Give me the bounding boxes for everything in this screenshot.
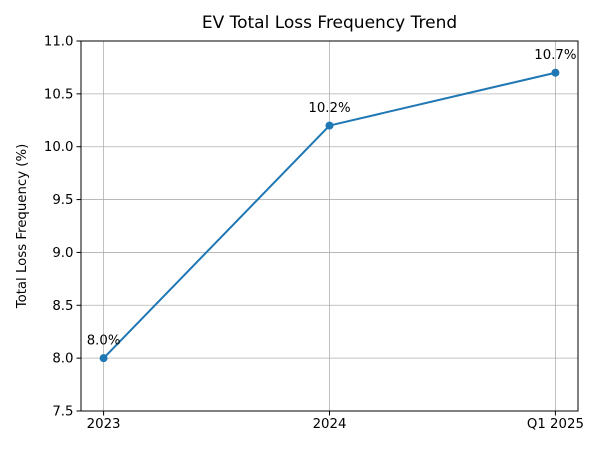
data-series-layer xyxy=(99,68,560,363)
y-tick-label: 9.0 xyxy=(52,246,73,261)
data-point-label: 10.2% xyxy=(308,101,350,116)
y-tick-label: 10.5 xyxy=(44,87,74,102)
x-tick-label: 2024 xyxy=(313,417,347,432)
data-point-marker xyxy=(551,68,560,77)
data-point-label: 10.7% xyxy=(534,48,576,63)
y-tick-label: 7.5 xyxy=(52,405,73,420)
annotation-layer: 8.0% 10.2% 10.7% xyxy=(87,48,577,348)
y-tick-label: 8.0 xyxy=(52,352,73,367)
grid-layer xyxy=(81,40,578,412)
y-tick-label: 10.0 xyxy=(44,140,74,155)
y-tick-label: 11.0 xyxy=(44,35,74,50)
y-tick-label: 9.5 xyxy=(52,193,73,208)
data-point-label: 8.0% xyxy=(87,334,121,349)
x-tick-label: Q1 2025 xyxy=(527,417,584,432)
data-point-marker xyxy=(325,121,334,130)
chart-title: EV Total Loss Frequency Trend xyxy=(202,13,457,33)
axes-layer: 7.5 8.0 8.5 9.0 9.5 10.0 10.5 11.0 2023 2024 Q1 20… xyxy=(44,35,584,433)
x-tick-label: 2023 xyxy=(87,417,121,432)
y-axis-label: Total Loss Frequency (%) xyxy=(15,144,30,310)
y-tick-label: 8.5 xyxy=(52,299,73,314)
data-point-marker xyxy=(99,354,108,363)
